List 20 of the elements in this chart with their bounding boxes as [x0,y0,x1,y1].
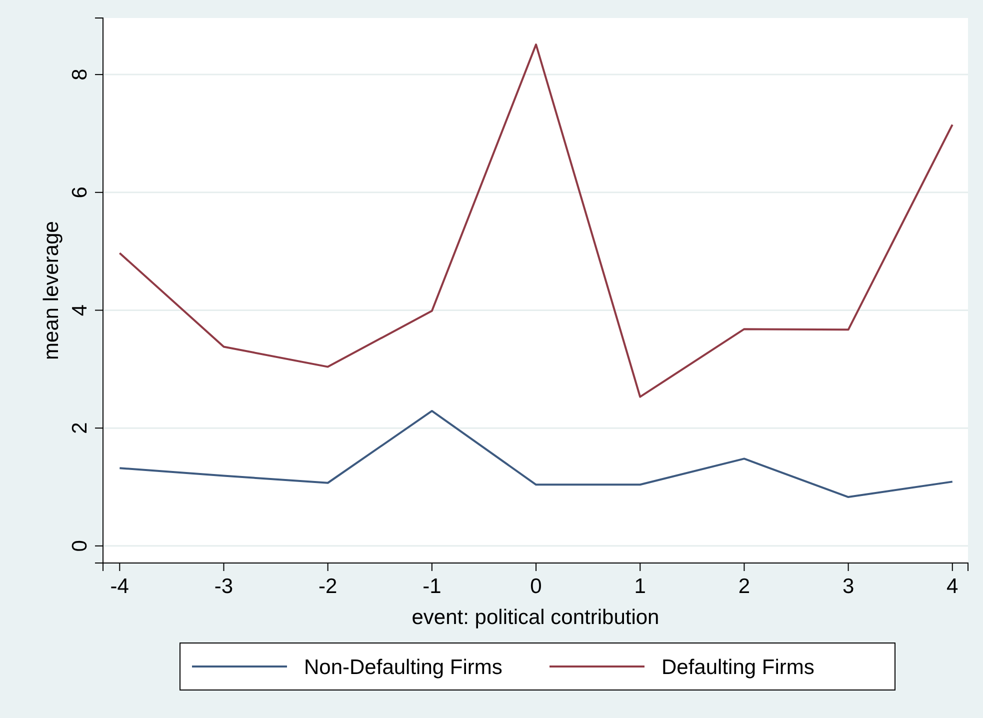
x-tick-label: 3 [842,574,854,598]
x-tick-label: 2 [738,574,750,598]
legend-label: Defaulting Firms [662,656,814,679]
x-tick-label: 1 [634,574,646,598]
x-tick-label: 4 [946,574,959,598]
x-tick-label: -1 [422,574,442,598]
line-series [118,410,954,498]
line-series [118,44,954,398]
y-tick-label: 6 [68,186,92,198]
x-tick-label: -3 [214,574,234,598]
x-tick-label: -2 [318,574,338,598]
x-tick-label: 0 [530,574,542,598]
y-tick-label: 4 [68,304,92,316]
y-tick-label: 0 [68,540,92,552]
legend-label: Non-Defaulting Firms [304,656,502,679]
y-axis-title: mean leverage [40,221,63,360]
x-axis-title: event: political contribution [412,606,660,629]
y-tick-label: 8 [68,68,92,80]
y-tick-label: 2 [68,422,92,434]
x-tick-label: -4 [110,574,130,598]
